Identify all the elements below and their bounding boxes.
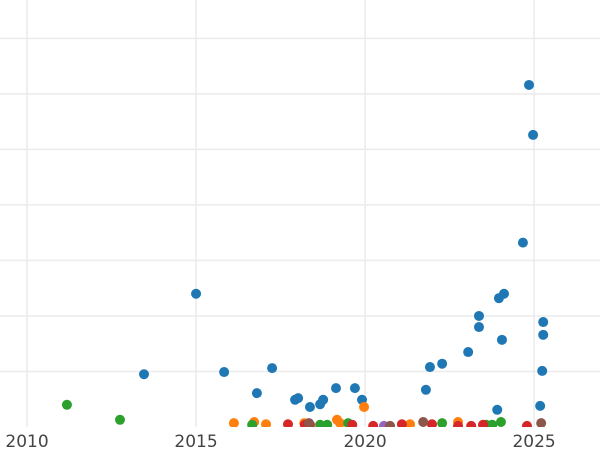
data-point [521,420,532,427]
x-tick-label: 2010 [5,432,48,450]
data-point [473,310,484,321]
data-point [517,237,528,248]
data-point [335,418,346,427]
data-point [349,383,360,394]
data-point [492,404,503,415]
x-tick-label: 2015 [174,432,217,450]
data-point [228,418,239,427]
data-point [293,393,304,404]
data-point [478,419,489,427]
data-point [466,420,477,427]
x-tick-labels: 2010 2015 2020 2025 [5,432,555,450]
data-point [535,400,546,411]
data-point [267,363,278,374]
data-point [191,288,202,299]
data-point [487,419,498,427]
data-point [473,322,484,333]
data-point [538,317,549,328]
data-point [261,419,272,427]
data-point [303,418,314,427]
data-point [304,402,315,413]
data-point [251,388,262,399]
data-point [331,383,341,394]
data-point [247,419,258,427]
data-point [420,384,431,395]
data-point [453,420,464,427]
data-point [537,365,548,376]
data-point [524,79,535,90]
data-point [61,399,72,410]
data-point [139,369,149,380]
data-point [396,419,407,427]
data-point [283,419,293,427]
data-point [359,402,370,413]
x-tick-label: 2025 [512,432,555,450]
data-point [385,420,396,427]
points-group [61,79,549,427]
data-points [61,79,549,427]
data-point [405,419,416,427]
data-point [368,420,379,427]
data-point [437,358,448,369]
data-point [463,347,474,358]
data-point [496,334,507,345]
data-point [536,418,547,427]
data-point [495,417,506,427]
data-point [499,288,509,299]
data-point [427,419,437,427]
data-point [322,419,333,427]
data-point [528,129,539,140]
grid [0,0,600,427]
x-tick-label: 2020 [343,432,386,450]
data-point [115,414,125,425]
data-point [318,394,329,405]
data-point [538,329,549,340]
data-point [418,417,429,427]
data-point [424,362,435,373]
data-point [219,367,230,378]
data-point [437,418,448,427]
data-point [347,419,358,427]
